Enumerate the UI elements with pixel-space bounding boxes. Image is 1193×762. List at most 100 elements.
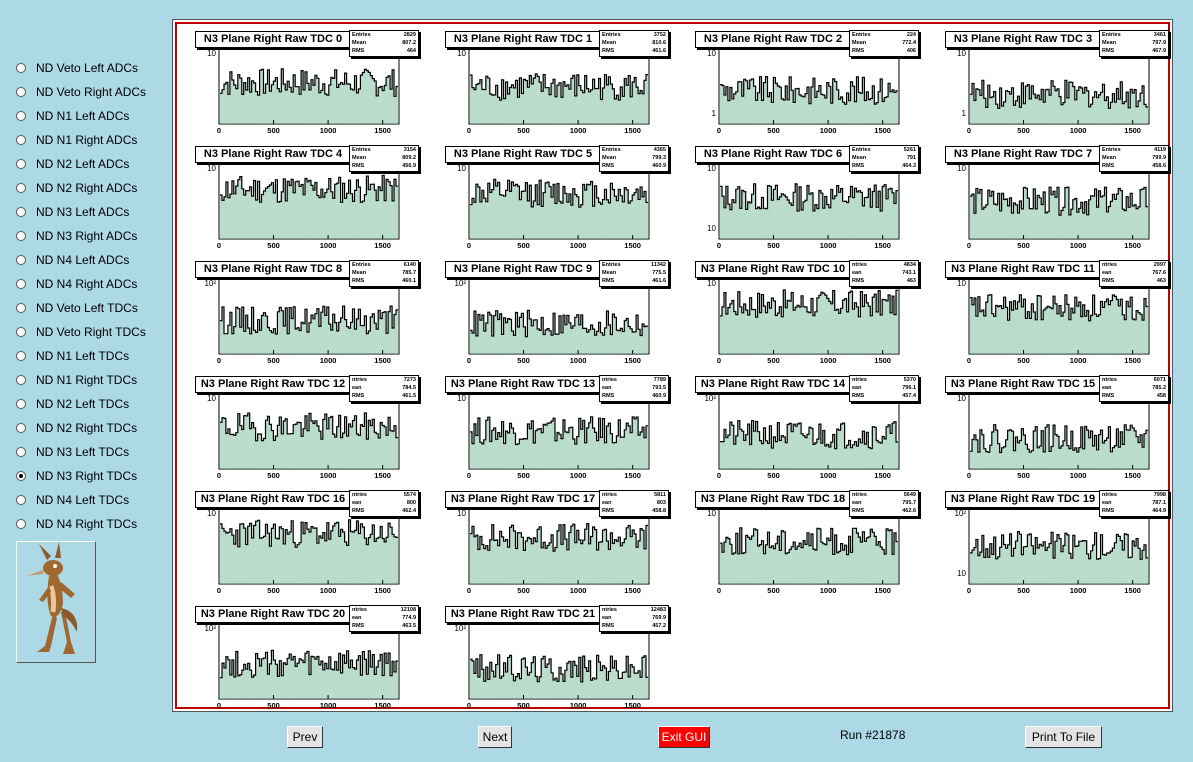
histogram-bin — [479, 654, 482, 699]
radio-nd-n4-right-adcs[interactable]: ND N4 Right ADCs — [16, 274, 166, 294]
histogram-pad[interactable]: 0 500 1000 1500 10 N3 Plane Right Raw TDC 12 n… — [183, 369, 433, 484]
radio-button-icon[interactable] — [16, 279, 26, 289]
histogram-pad[interactable]: 0 500 1000 1500 10 N3 Plane Right Raw TDC 10 n… — [683, 254, 933, 369]
radio-nd-n4-right-tdcs[interactable]: ND N4 Right TDCs — [16, 514, 166, 534]
radio-button-icon[interactable] — [16, 519, 26, 529]
radio-nd-n1-right-tdcs[interactable]: ND N1 Right TDCs — [16, 370, 166, 390]
next-button[interactable]: Next — [478, 726, 512, 748]
histogram-bin — [888, 424, 891, 469]
prev-button[interactable]: Prev — [287, 726, 323, 748]
histogram-pad[interactable]: 0 500 1000 1500 10 N3 Plane Right Raw TDC 18 n… — [683, 484, 933, 599]
radio-nd-n1-left-adcs[interactable]: ND N1 Left ADCs — [16, 106, 166, 126]
radio-button-icon[interactable] — [16, 471, 26, 481]
radio-button-icon[interactable] — [16, 495, 26, 505]
radio-nd-veto-right-adcs[interactable]: ND Veto Right ADCs — [16, 82, 166, 102]
histogram-pad[interactable]: 0 500 1000 1500 10² N3 Plane Right Raw TDC 14… — [683, 369, 933, 484]
radio-nd-veto-left-adcs[interactable]: ND Veto Left ADCs — [16, 58, 166, 78]
radio-nd-n2-left-tdcs[interactable]: ND N2 Left TDCs — [16, 394, 166, 414]
stats-row: Entries 2829 — [350, 31, 418, 39]
radio-button-icon[interactable] — [16, 87, 26, 97]
x-tick-label: 1000 — [320, 241, 337, 250]
radio-button-icon[interactable] — [16, 327, 26, 337]
histogram-bin — [612, 667, 615, 699]
logo-button[interactable] — [16, 541, 96, 663]
histogram-pad[interactable]: 0 500 1000 1500 10 N3 Plane Right Raw TDC 11 n… — [933, 254, 1183, 369]
radio-button-icon[interactable] — [16, 183, 26, 193]
stats-row: RMS 462.4 — [350, 507, 418, 515]
histogram-bin — [503, 196, 506, 239]
radio-nd-n4-left-adcs[interactable]: ND N4 Left ADCs — [16, 250, 166, 270]
radio-button-icon[interactable] — [16, 255, 26, 265]
radio-button-icon[interactable] — [16, 159, 26, 169]
histogram-bin — [332, 669, 335, 699]
histogram-bin — [779, 196, 782, 239]
histogram-bin — [543, 192, 546, 239]
radio-nd-n3-right-tdcs[interactable]: ND N3 Right TDCs — [16, 466, 166, 486]
radio-nd-n3-left-tdcs[interactable]: ND N3 Left TDCs — [16, 442, 166, 462]
histogram-bin — [616, 330, 619, 354]
histogram-pad[interactable]: 0 500 1000 1500 10 N3 Plane Right Raw TDC 4 En… — [183, 139, 433, 254]
print-to-file-button[interactable]: Print To File — [1025, 726, 1102, 748]
histogram-bin — [366, 70, 369, 124]
histogram-bin — [983, 448, 986, 469]
radio-button-icon[interactable] — [16, 423, 26, 433]
histogram-bin — [545, 667, 548, 699]
radio-button-icon[interactable] — [16, 351, 26, 361]
radio-nd-veto-right-tdcs[interactable]: ND Veto Right TDCs — [16, 322, 166, 342]
histogram-bin — [549, 330, 552, 354]
histogram-pad[interactable]: 0 500 1000 1500 10 N3 Plane Right Raw TDC 16 n… — [183, 484, 433, 599]
radio-button-icon[interactable] — [16, 111, 26, 121]
radio-button-icon[interactable] — [16, 399, 26, 409]
histogram-bin — [755, 208, 758, 239]
histogram-bin — [1001, 106, 1004, 124]
histogram-pad[interactable]: 0 500 1000 1500 10² 10 N3 Plane Right Raw TDC … — [933, 484, 1183, 599]
radio-button-icon[interactable] — [16, 447, 26, 457]
radio-nd-n1-left-tdcs[interactable]: ND N1 Left TDCs — [16, 346, 166, 366]
radio-nd-n3-right-adcs[interactable]: ND N3 Right ADCs — [16, 226, 166, 246]
radio-button-icon[interactable] — [16, 135, 26, 145]
radio-nd-n3-left-adcs[interactable]: ND N3 Left ADCs — [16, 202, 166, 222]
histogram-bin — [795, 307, 798, 354]
histogram-canvas[interactable]: 0 500 1000 1500 10 N3 Plane Right Raw TDC 0 En… — [172, 19, 1173, 712]
x-tick-label: 1000 — [820, 586, 837, 595]
histogram-pad[interactable]: 0 500 1000 1500 10 N3 Plane Right Raw TDC 17 n… — [433, 484, 683, 599]
histogram-bin — [1102, 554, 1105, 584]
histogram-bin — [303, 89, 306, 124]
histogram-pad[interactable]: 0 500 1000 1500 10 N3 Plane Right Raw TDC 5 En… — [433, 139, 683, 254]
histogram-title: N3 Plane Right Raw TDC 13 — [445, 376, 601, 393]
histogram-bin — [1059, 305, 1061, 354]
histogram-pad[interactable]: 0 500 1000 1500 10 10 N3 Plane Right Raw TDC 6… — [683, 139, 933, 254]
histogram-pad[interactable]: 0 500 1000 1500 10² N3 Plane Right Raw TDC 21… — [433, 599, 683, 714]
histogram-bin — [1128, 306, 1131, 354]
histogram-bin — [501, 536, 504, 584]
radio-button-icon[interactable] — [16, 375, 26, 385]
histogram-pad[interactable]: 0 500 1000 1500 10 N3 Plane Right Raw TDC 7 En… — [933, 139, 1183, 254]
histogram-bin — [503, 662, 506, 699]
histogram-pad[interactable]: 0 500 1000 1500 10 N3 Plane Right Raw TDC 1 En… — [433, 24, 683, 139]
histogram-bin — [785, 307, 788, 354]
radio-button-icon[interactable] — [16, 231, 26, 241]
histogram-pad[interactable]: 0 500 1000 1500 10² N3 Plane Right Raw TDC 20… — [183, 599, 433, 714]
radio-button-icon[interactable] — [16, 207, 26, 217]
stats-label: RMS — [1102, 163, 1115, 169]
radio-button-icon[interactable] — [16, 63, 26, 73]
radio-nd-n1-right-adcs[interactable]: ND N1 Right ADCs — [16, 130, 166, 150]
histogram-pad[interactable]: 0 500 1000 1500 10 N3 Plane Right Raw TDC 15 n… — [933, 369, 1183, 484]
histogram-bin — [1120, 540, 1123, 584]
histogram-pad[interactable]: 0 500 1000 1500 10 N3 Plane Right Raw TDC 0 En… — [183, 24, 433, 139]
exit-gui-button[interactable]: Exit GUI — [658, 726, 710, 748]
radio-nd-n4-left-tdcs[interactable]: ND N4 Left TDCs — [16, 490, 166, 510]
histogram-bin — [535, 676, 538, 699]
histogram-bin — [793, 424, 796, 469]
histogram-bin — [1124, 101, 1127, 124]
histogram-pad[interactable]: 0 500 1000 1500 10 N3 Plane Right Raw TDC 13 n… — [433, 369, 683, 484]
radio-nd-veto-left-tdcs[interactable]: ND Veto Left TDCs — [16, 298, 166, 318]
radio-nd-n2-right-tdcs[interactable]: ND N2 Right TDCs — [16, 418, 166, 438]
radio-nd-n2-left-adcs[interactable]: ND N2 Left ADCs — [16, 154, 166, 174]
radio-button-icon[interactable] — [16, 303, 26, 313]
radio-nd-n2-right-adcs[interactable]: ND N2 Right ADCs — [16, 178, 166, 198]
